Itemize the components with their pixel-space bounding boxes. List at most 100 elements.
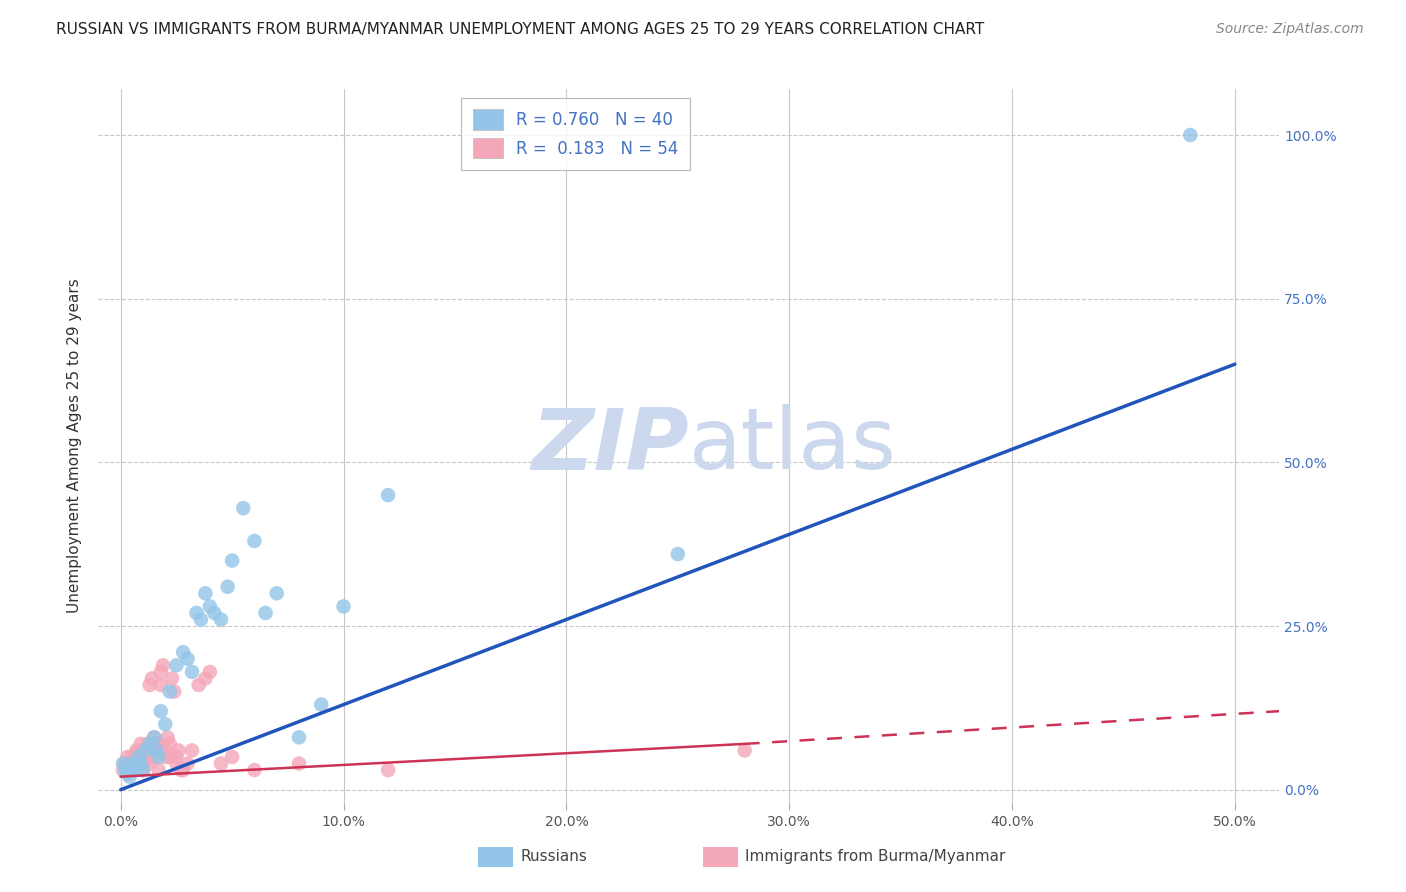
- Point: [167, 743, 190, 757]
- Point: [136, 737, 159, 751]
- Point: [156, 731, 179, 745]
- Point: [232, 501, 254, 516]
- Text: Immigrants from Burma/Myanmar: Immigrants from Burma/Myanmar: [745, 849, 1005, 863]
- Point: [243, 763, 266, 777]
- Point: [122, 756, 145, 771]
- Point: [149, 665, 172, 679]
- Point: [181, 665, 204, 679]
- Point: [143, 750, 166, 764]
- Point: [165, 658, 187, 673]
- Point: [165, 750, 187, 764]
- Point: [125, 743, 148, 757]
- Point: [114, 763, 136, 777]
- Point: [114, 756, 136, 771]
- Point: [309, 698, 332, 712]
- Point: [143, 731, 166, 745]
- Point: [121, 750, 143, 764]
- Point: [187, 678, 209, 692]
- Point: [111, 756, 134, 771]
- Point: [377, 488, 399, 502]
- Point: [163, 684, 186, 698]
- Point: [194, 672, 217, 686]
- Point: [172, 645, 194, 659]
- Text: Russians: Russians: [520, 849, 588, 863]
- Point: [288, 756, 311, 771]
- Point: [172, 763, 194, 777]
- Point: [190, 612, 212, 626]
- Point: [129, 737, 152, 751]
- Point: [148, 763, 170, 777]
- Point: [141, 672, 163, 686]
- Point: [243, 533, 266, 548]
- Point: [198, 665, 221, 679]
- Point: [125, 763, 148, 777]
- Point: [132, 763, 155, 777]
- Point: [128, 750, 150, 764]
- Point: [155, 743, 177, 757]
- Point: [160, 672, 183, 686]
- Point: [129, 756, 152, 771]
- Point: [194, 586, 217, 600]
- Point: [202, 606, 225, 620]
- Point: [132, 756, 155, 771]
- Point: [136, 750, 159, 764]
- Point: [117, 766, 139, 780]
- Point: [118, 756, 141, 771]
- Point: [165, 756, 187, 771]
- Point: [134, 743, 156, 757]
- Point: [145, 743, 167, 757]
- Point: [148, 750, 170, 764]
- Point: [143, 731, 166, 745]
- Point: [121, 756, 143, 771]
- Point: [159, 750, 181, 764]
- Point: [145, 743, 167, 757]
- Point: [125, 750, 148, 764]
- Point: [152, 658, 174, 673]
- Point: [209, 756, 232, 771]
- Point: [186, 606, 208, 620]
- Point: [217, 580, 239, 594]
- Point: [132, 763, 155, 777]
- Point: [138, 737, 160, 751]
- Point: [149, 678, 172, 692]
- Legend: R = 0.760   N = 40, R =  0.183   N = 54: R = 0.760 N = 40, R = 0.183 N = 54: [461, 97, 690, 169]
- Point: [118, 770, 141, 784]
- Text: ZIP: ZIP: [531, 404, 689, 488]
- Point: [159, 684, 181, 698]
- Point: [138, 756, 160, 771]
- Point: [1180, 128, 1202, 142]
- Point: [176, 756, 198, 771]
- Point: [148, 737, 170, 751]
- Point: [198, 599, 221, 614]
- Point: [149, 704, 172, 718]
- Point: [134, 743, 156, 757]
- Point: [159, 737, 181, 751]
- Point: [209, 612, 232, 626]
- Point: [111, 763, 134, 777]
- Point: [181, 743, 204, 757]
- Point: [221, 750, 243, 764]
- Point: [145, 737, 167, 751]
- Point: [128, 756, 150, 771]
- Point: [117, 763, 139, 777]
- Point: [129, 750, 152, 764]
- Point: [734, 743, 756, 757]
- Point: [155, 717, 177, 731]
- Point: [121, 763, 143, 777]
- Point: [176, 652, 198, 666]
- Point: [254, 606, 277, 620]
- Point: [377, 763, 399, 777]
- Point: [122, 760, 145, 774]
- Point: [155, 750, 177, 764]
- Point: [288, 731, 311, 745]
- Point: [128, 743, 150, 757]
- Y-axis label: Unemployment Among Ages 25 to 29 years: Unemployment Among Ages 25 to 29 years: [67, 278, 83, 614]
- Text: RUSSIAN VS IMMIGRANTS FROM BURMA/MYANMAR UNEMPLOYMENT AMONG AGES 25 TO 29 YEARS : RUSSIAN VS IMMIGRANTS FROM BURMA/MYANMAR…: [56, 22, 984, 37]
- Point: [332, 599, 354, 614]
- Text: atlas: atlas: [689, 404, 897, 488]
- Point: [138, 678, 160, 692]
- Point: [666, 547, 689, 561]
- Point: [170, 763, 193, 777]
- Text: Source: ZipAtlas.com: Source: ZipAtlas.com: [1216, 22, 1364, 37]
- Point: [117, 750, 139, 764]
